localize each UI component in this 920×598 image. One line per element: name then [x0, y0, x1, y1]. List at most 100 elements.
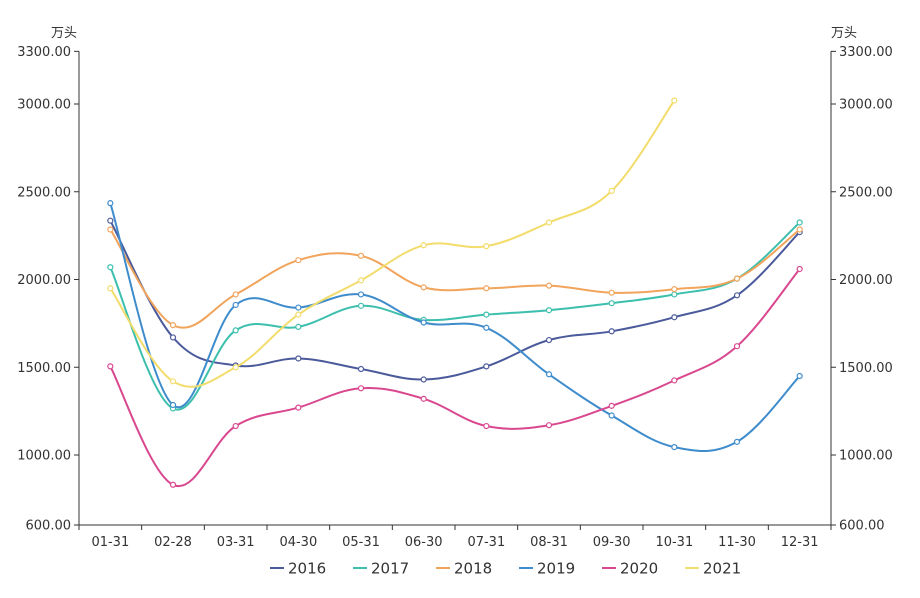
legend-label-2019: 2019: [537, 560, 575, 578]
data-point-2017: [483, 311, 490, 318]
y-tick-label-right: 1000.00: [839, 449, 893, 464]
data-point-2017: [295, 323, 302, 330]
data-point-2017: [107, 264, 114, 271]
data-point-2016: [107, 217, 114, 224]
y-axis-left-unit: 万头: [51, 26, 77, 41]
data-point-2017: [357, 302, 365, 309]
data-point-2021: [232, 364, 239, 371]
x-tick-label: 04-30: [279, 535, 317, 550]
y-tick-label-right: 3300.00: [839, 45, 893, 60]
x-tick-label: 02-28: [154, 535, 192, 550]
data-point-2019: [796, 372, 803, 380]
data-point-2019: [295, 304, 302, 311]
x-tick-label: 01-31: [91, 535, 129, 550]
data-point-2016: [608, 328, 615, 335]
data-point-2020: [232, 422, 239, 430]
x-tick-label: 03-31: [217, 535, 255, 550]
data-point-2020: [545, 422, 553, 429]
data-point-2018: [733, 275, 741, 282]
data-point-2016: [357, 365, 365, 373]
data-point-2018: [483, 285, 490, 292]
data-point-2018: [796, 226, 803, 233]
data-point-2019: [232, 301, 239, 309]
data-point-2016: [295, 355, 302, 362]
data-point-2020: [733, 343, 741, 350]
data-point-2017: [671, 291, 678, 298]
data-point-2021: [420, 242, 427, 249]
y-tick-label-right: 1500.00: [839, 361, 893, 376]
legend-label-2016: 2016: [288, 560, 326, 578]
y-tick-label-right: 3000.00: [839, 98, 893, 113]
x-tick-label: 10-31: [655, 535, 693, 550]
data-point-2020: [671, 377, 678, 384]
data-point-2018: [232, 291, 239, 298]
data-point-2017: [232, 327, 239, 334]
series-line-2017: [109, 221, 801, 411]
data-point-2021: [107, 285, 114, 292]
data-point-2017: [545, 307, 553, 314]
data-point-2019: [357, 291, 365, 298]
legend-label-2021: 2021: [703, 560, 741, 578]
legend-label-2017: 2017: [371, 560, 409, 578]
y-tick-label-left: 1000.00: [17, 449, 71, 464]
data-point-2020: [483, 422, 490, 430]
data-point-2019: [608, 412, 615, 419]
x-tick-label: 11-30: [718, 535, 756, 550]
data-point-2018: [545, 282, 553, 289]
data-point-2017: [608, 300, 615, 307]
x-tick-label: 12-31: [781, 535, 819, 550]
data-point-2021: [169, 378, 177, 385]
data-point-2021: [545, 219, 553, 226]
data-point-2020: [107, 363, 114, 370]
data-point-2019: [483, 324, 490, 331]
data-point-2018: [420, 284, 427, 291]
data-point-2020: [420, 395, 427, 402]
data-point-2016: [420, 376, 427, 383]
data-point-2019: [671, 444, 678, 451]
legend-label-2020: 2020: [620, 560, 658, 578]
data-point-2019: [545, 371, 553, 378]
data-point-2016: [671, 314, 678, 321]
data-point-2021: [357, 277, 365, 284]
legend-label-2018: 2018: [454, 560, 492, 578]
y-axis-right-unit: 万头: [831, 26, 857, 41]
data-point-2020: [169, 481, 177, 488]
data-point-2018: [169, 322, 177, 329]
data-point-2017: [796, 219, 803, 226]
data-point-2016: [545, 336, 553, 344]
y-tick-label-left: 2000.00: [17, 273, 71, 288]
data-point-2016: [483, 363, 490, 370]
data-point-2018: [107, 226, 114, 233]
y-tick-label-right: 2500.00: [839, 185, 893, 200]
data-point-2020: [608, 402, 615, 409]
y-tick-label-left: 1500.00: [17, 361, 71, 376]
y-tick-label-left: 3000.00: [17, 98, 71, 113]
x-tick-label: 07-31: [467, 535, 505, 550]
data-point-2016: [169, 334, 177, 341]
data-point-2021: [295, 311, 302, 318]
data-point-2019: [107, 200, 114, 207]
data-point-2018: [295, 257, 302, 264]
data-point-2018: [608, 289, 615, 296]
data-point-2020: [796, 265, 803, 273]
data-point-2016: [733, 292, 741, 299]
series-line-2021: [109, 99, 676, 388]
x-tick-label: 06-30: [405, 535, 443, 550]
data-point-2020: [295, 404, 302, 411]
y-tick-label-left: 600.00: [26, 519, 72, 534]
x-tick-label: 08-31: [530, 535, 568, 550]
data-point-2019: [420, 319, 427, 326]
data-point-2018: [357, 252, 365, 259]
y-tick-label-left: 3300.00: [17, 45, 71, 60]
x-tick-label: 09-30: [593, 535, 631, 550]
data-point-2019: [733, 438, 741, 445]
y-tick-label-right: 2000.00: [839, 273, 893, 288]
data-point-2019: [169, 401, 177, 409]
data-point-2021: [608, 187, 615, 194]
y-tick-label-left: 2500.00: [17, 185, 71, 200]
data-point-2021: [483, 243, 490, 250]
data-point-2021: [671, 97, 678, 104]
series-line-2020: [109, 268, 801, 488]
data-point-2020: [357, 385, 365, 392]
